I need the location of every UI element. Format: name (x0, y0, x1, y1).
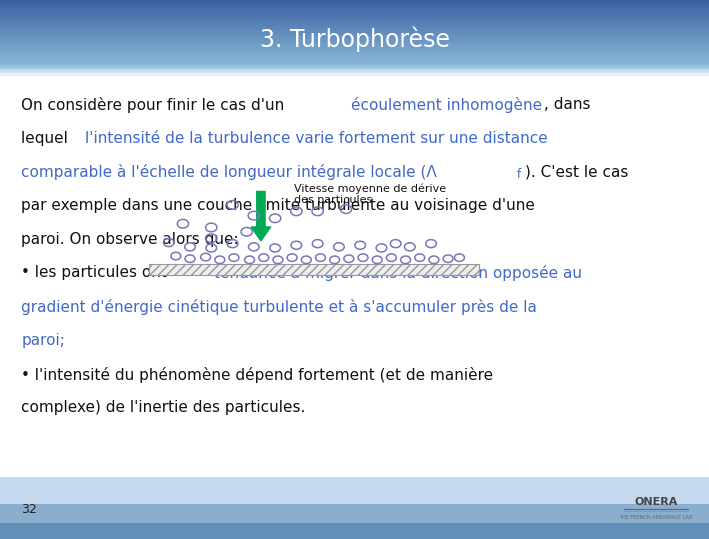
Bar (0, 21, 709, 23)
Bar (0, 42, 709, 44)
Text: ONERA: ONERA (634, 497, 678, 507)
Bar (0, 50, 709, 52)
Bar (0, 523, 709, 539)
Bar (0, 10, 709, 13)
Text: f: f (517, 168, 521, 181)
Text: écoulement inhomogène: écoulement inhomogène (351, 97, 542, 113)
Bar (0, 31, 709, 34)
Bar (0, 8, 709, 10)
Bar (0, 57, 709, 60)
Text: • les particules ont: • les particules ont (21, 266, 172, 280)
Bar (0, 0, 709, 3)
Bar (0, 63, 709, 65)
Text: paroi. On observe alors que:: paroi. On observe alors que: (21, 232, 239, 247)
Text: par exemple dans une couche limite turbulente au voisinage d'une: par exemple dans une couche limite turbu… (21, 198, 535, 213)
Bar (0, 47, 709, 50)
Text: Vitesse moyenne de dérive
des particules: Vitesse moyenne de dérive des particules (294, 183, 447, 205)
Text: ). C'est le cas: ). C'est le cas (525, 164, 628, 179)
Text: lequel: lequel (21, 131, 73, 146)
Bar (0, 18, 709, 21)
Text: 3. Turbophorèse: 3. Turbophorèse (259, 26, 450, 52)
Text: , dans: , dans (544, 97, 591, 112)
Bar (0, 37, 709, 39)
Bar (0, 13, 709, 16)
Bar (0, 29, 709, 31)
Text: 32: 32 (21, 503, 37, 516)
Bar (0, 39, 709, 42)
Text: THE FRENCH AEROSPACE LAB: THE FRENCH AEROSPACE LAB (619, 515, 693, 520)
Text: paroi;: paroi; (21, 333, 65, 348)
Bar (0, 73, 709, 75)
Bar (0, 3, 709, 5)
Bar (0, 5, 709, 8)
Text: comparable à l'échelle de longueur intégrale locale (Λ: comparable à l'échelle de longueur intég… (21, 164, 437, 181)
Bar (0, 65, 709, 68)
Text: complexe) de l'inertie des particules.: complexe) de l'inertie des particules. (21, 400, 306, 415)
Bar (0, 60, 709, 63)
Text: • l'intensité du phénomène dépend fortement (et de manière: • l'intensité du phénomène dépend fortem… (21, 367, 493, 383)
Text: l'intensité de la turbulence varie fortement sur une distance: l'intensité de la turbulence varie forte… (86, 131, 548, 146)
Bar (0, 504, 709, 539)
Bar (0, 52, 709, 55)
Text: gradient d'énergie cinétique turbulente et à s'accumuler près de la: gradient d'énergie cinétique turbulente … (21, 299, 537, 315)
Bar (0, 34, 709, 37)
Text: On considère pour finir le cas d'un: On considère pour finir le cas d'un (21, 97, 289, 113)
Bar (0, 26, 709, 29)
Bar (0, 44, 709, 47)
Bar (0, 75, 709, 78)
Bar (0, 68, 709, 71)
Bar (0, 23, 709, 26)
Bar (0, 477, 709, 539)
Bar (0, 16, 709, 18)
Bar (0, 55, 709, 57)
FancyArrowPatch shape (251, 191, 271, 241)
Bar (0, 71, 709, 73)
Bar (149, 264, 479, 275)
Text: tendance à migrer dans la direction opposée au: tendance à migrer dans la direction oppo… (214, 266, 582, 281)
